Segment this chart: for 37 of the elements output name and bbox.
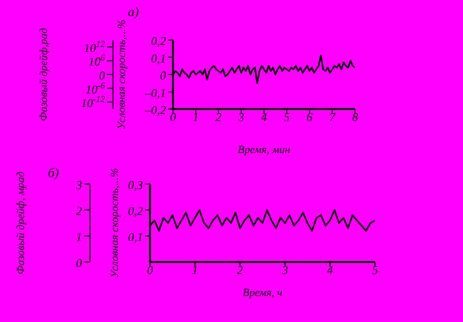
y-tick-label: –0,2 <box>144 103 166 117</box>
x-tick-label: 7 <box>329 110 336 124</box>
category-label: 0 <box>99 68 105 82</box>
chart-title: а) <box>128 4 139 20</box>
y-tick-label: 0,1 <box>151 51 166 66</box>
category-label: 10$^{-6}$ <box>86 80 105 96</box>
x-axis-title: Время, мин <box>238 144 291 156</box>
y-tick-label: 0,2 <box>151 34 166 48</box>
category-label: 10$^{6}$ <box>88 52 105 69</box>
x-tick-label: 4 <box>261 110 267 124</box>
y2-tick-label: 1 <box>76 230 82 244</box>
x-tick-label: 8 <box>352 110 358 124</box>
y-tick-label: 0,1 <box>128 230 143 244</box>
y-axis-title: Условная скорость,...% <box>116 20 128 130</box>
x-tick-label: 5 <box>284 110 290 124</box>
y-tick-label: 0,2 <box>128 204 143 218</box>
y-tick-label: 0 <box>160 68 166 82</box>
y2-tick-label: 3 <box>75 178 82 192</box>
x-tick-label: 1 <box>192 110 199 124</box>
x-axis-title: Время, ч <box>242 287 282 299</box>
category-label: 10$^{-12}$ <box>81 94 105 110</box>
y2-axis-title: Фазовый дрейф, мрад <box>14 171 27 274</box>
x-tick-label: 2 <box>237 263 243 277</box>
category-label: 10$^{12}$ <box>84 38 105 55</box>
x-tick-label: 4 <box>327 263 333 277</box>
chart-title: б) <box>48 165 59 181</box>
x-tick-label: 0 <box>170 110 176 124</box>
x-tick-label: 2 <box>216 110 222 124</box>
x-tick-label: 6 <box>306 110 312 124</box>
y2-tick-label: 2 <box>76 204 82 218</box>
x-tick-label: 1 <box>192 263 198 277</box>
x-tick-label: 3 <box>281 263 288 277</box>
x-tick-label: 3 <box>237 110 244 124</box>
y-tick-label: 0,3 <box>128 178 143 192</box>
y-axis-title: Условная скорость,...% <box>108 168 121 278</box>
y2-axis-title: Фазовый дрейф,рад <box>38 28 50 122</box>
y-tick-label: –0,1 <box>144 86 166 100</box>
